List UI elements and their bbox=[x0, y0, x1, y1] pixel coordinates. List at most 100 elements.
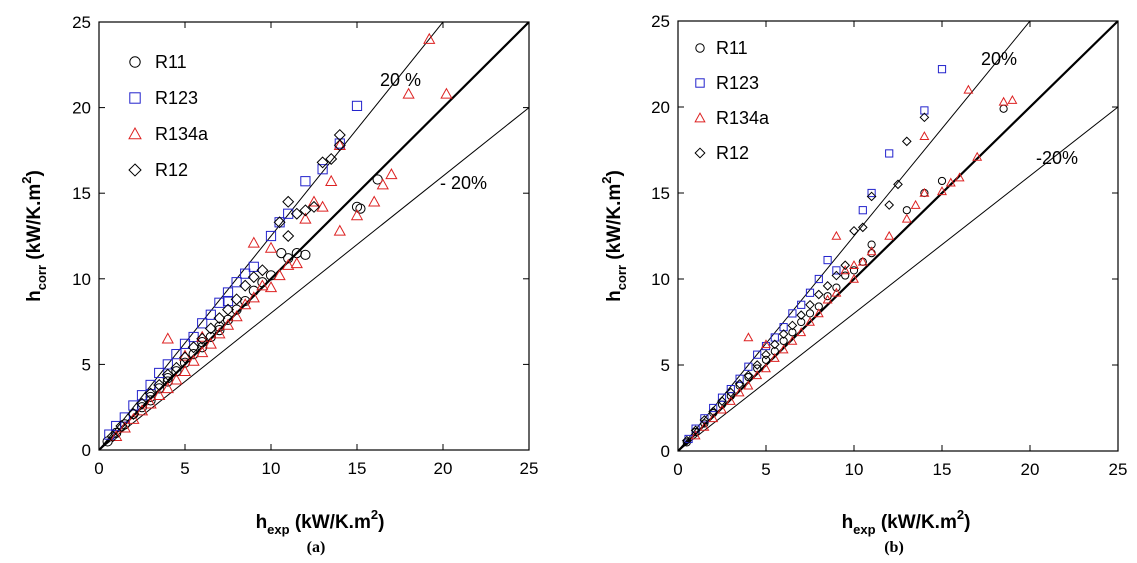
data-point-r134a bbox=[963, 84, 974, 94]
data-point-r123 bbox=[735, 374, 744, 383]
minus-20-label: - 20% bbox=[440, 173, 487, 193]
data-point-r11 bbox=[849, 266, 859, 275]
data-point-r134a bbox=[423, 32, 436, 44]
series-r134a bbox=[690, 84, 1018, 440]
data-point-r134a bbox=[840, 265, 851, 275]
data-point-r134a bbox=[884, 230, 895, 240]
x-tick-label: 25 bbox=[520, 459, 539, 478]
data-point-r134a bbox=[196, 346, 209, 358]
data-point-r123 bbox=[154, 367, 165, 379]
data-point-r134a bbox=[787, 335, 798, 345]
data-point-r11 bbox=[145, 395, 156, 406]
data-point-r134a bbox=[135, 404, 149, 416]
data-point-r134a bbox=[127, 412, 140, 424]
data-point-r134a bbox=[239, 298, 252, 310]
data-point-r134a bbox=[813, 308, 824, 318]
data-point-r12 bbox=[316, 156, 329, 169]
data-point-r12 bbox=[778, 329, 789, 339]
data-point-r134a bbox=[350, 209, 364, 221]
data-point-r11 bbox=[805, 309, 815, 318]
legend: R11 R123 R134a R12 bbox=[128, 52, 209, 180]
data-point-r12 bbox=[290, 207, 303, 220]
data-point-r123 bbox=[920, 106, 929, 115]
legend-marker-r12 bbox=[128, 163, 142, 177]
data-point-r134a bbox=[333, 224, 346, 236]
data-point-r11 bbox=[867, 249, 876, 258]
data-point-r12 bbox=[901, 136, 912, 147]
data-point-r123 bbox=[717, 393, 727, 402]
data-point-r134a bbox=[247, 236, 260, 248]
data-point-r12 bbox=[734, 379, 745, 389]
x-tick-label: 15 bbox=[933, 460, 952, 479]
data-point-r12 bbox=[106, 430, 119, 443]
y-tick-label: 20 bbox=[651, 98, 670, 117]
data-point-r134a bbox=[857, 256, 868, 266]
data-point-r12 bbox=[866, 191, 877, 202]
x-tick-label: 20 bbox=[1021, 460, 1040, 479]
plot-frame bbox=[677, 20, 1119, 452]
data-point-r12 bbox=[681, 435, 692, 446]
series-r123 bbox=[684, 65, 947, 444]
data-point-r12 bbox=[196, 332, 209, 345]
data-point-r11 bbox=[700, 419, 709, 428]
x-tick-label: 5 bbox=[180, 459, 189, 478]
data-point-r134a bbox=[761, 363, 771, 373]
plus-20-label: 20% bbox=[981, 49, 1017, 69]
data-point-r11 bbox=[265, 270, 277, 281]
data-point-r12 bbox=[857, 222, 868, 233]
x-tick-label: 20 bbox=[434, 459, 453, 478]
data-point-r123 bbox=[214, 297, 225, 308]
data-point-r123 bbox=[222, 287, 234, 298]
data-point-r134a bbox=[945, 177, 956, 187]
data-point-r134a bbox=[1007, 94, 1018, 104]
data-point-r11 bbox=[355, 203, 366, 214]
data-point-r134a bbox=[901, 213, 912, 223]
chart-panel-a: 0 5 10 15 20 25 0 5 10 15 20 25 R11 R123 R134a R12 20 … bbox=[19, 13, 539, 556]
data-point-r123 bbox=[265, 230, 277, 242]
legend-label-r12: R12 bbox=[155, 160, 188, 180]
data-point-r134a bbox=[752, 370, 763, 380]
data-point-r12 bbox=[179, 351, 191, 364]
data-point-r134a bbox=[972, 151, 983, 161]
data-point-r12 bbox=[247, 271, 260, 284]
legend-marker-r11 bbox=[129, 56, 141, 68]
data-point-r134a bbox=[725, 395, 736, 405]
data-point-r12 bbox=[787, 320, 798, 331]
data-point-r134a bbox=[699, 421, 710, 431]
data-point-r11 bbox=[171, 366, 182, 377]
data-point-r12 bbox=[699, 415, 710, 425]
data-point-r134a bbox=[282, 258, 295, 270]
data-point-r12 bbox=[743, 370, 754, 381]
data-point-r123 bbox=[770, 333, 779, 342]
data-point-r123 bbox=[197, 318, 208, 329]
data-point-r12 bbox=[127, 408, 140, 421]
x-tick-label: 15 bbox=[348, 459, 367, 478]
data-point-r134a bbox=[954, 172, 965, 182]
x-tick-label: 10 bbox=[845, 460, 864, 479]
data-point-r12 bbox=[136, 397, 148, 410]
chart-panel-b: 0 5 10 15 20 25 0 5 10 15 20 25 R11 R123 R134a R12 20%… bbox=[599, 12, 1127, 556]
data-point-r11 bbox=[276, 248, 287, 259]
legend-label-r123: R123 bbox=[155, 88, 198, 108]
data-point-r11 bbox=[761, 355, 771, 364]
y-tick-label: 10 bbox=[651, 270, 670, 289]
y-tick-label: 5 bbox=[661, 356, 670, 375]
data-point-r11 bbox=[999, 104, 1008, 113]
data-point-r134a bbox=[161, 382, 174, 394]
data-point-r12 bbox=[170, 361, 183, 374]
data-point-r123 bbox=[779, 323, 788, 332]
data-point-r134a bbox=[161, 332, 174, 344]
data-point-r123 bbox=[805, 288, 815, 297]
y-axis-label: hcorr (kW/K.m2) bbox=[19, 170, 49, 302]
parity-line bbox=[99, 22, 529, 450]
panel-label: (b) bbox=[884, 539, 904, 556]
data-point-r134a bbox=[221, 318, 235, 330]
data-point-r134a bbox=[204, 337, 217, 349]
data-point-r11 bbox=[300, 249, 311, 260]
data-point-r12 bbox=[333, 139, 346, 152]
y-tick-label: 0 bbox=[82, 441, 91, 460]
data-point-r134a bbox=[761, 339, 771, 349]
data-point-r134a bbox=[376, 178, 389, 190]
y-axis-label: hcorr (kW/K.m2) bbox=[599, 170, 629, 302]
